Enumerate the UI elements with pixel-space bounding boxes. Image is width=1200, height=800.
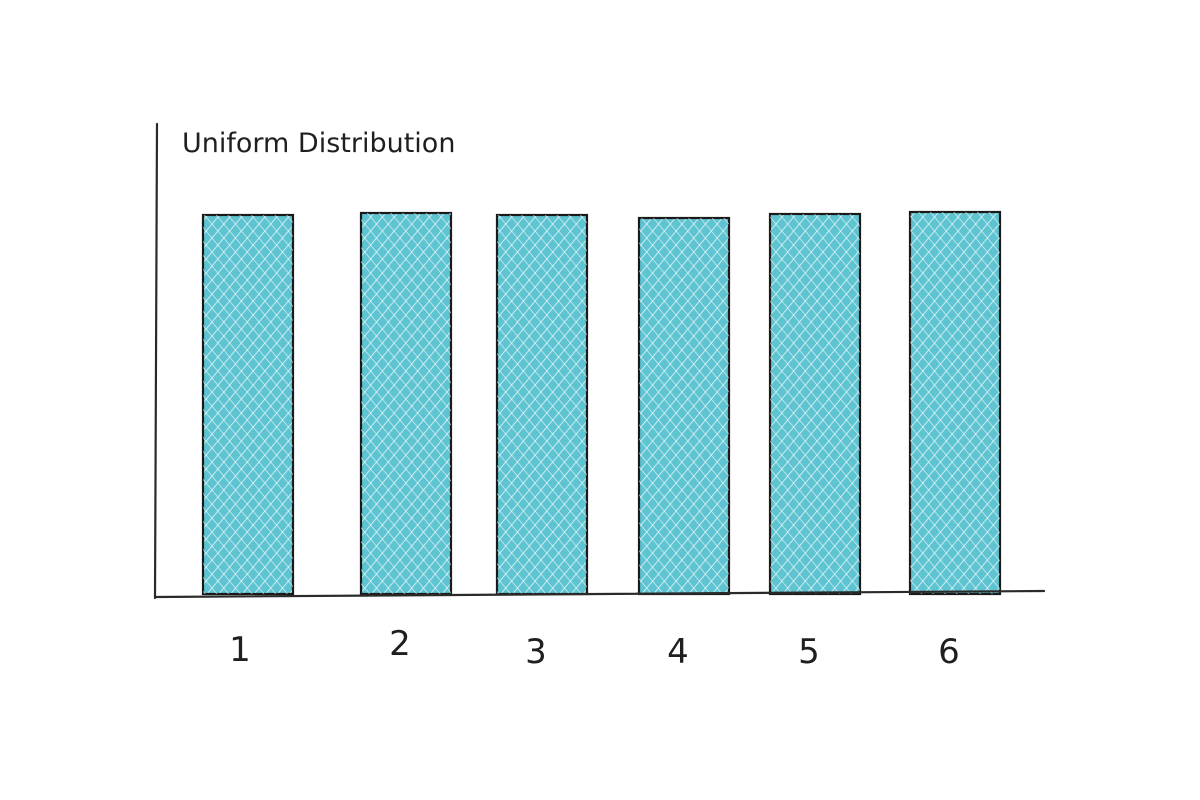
bar-crosshatch-1 <box>203 215 293 594</box>
bar-crosshatch-3 <box>497 215 587 594</box>
y-axis-line <box>153 122 159 600</box>
x-tick-label: 3 <box>525 632 547 672</box>
bar-crosshatch-6 <box>910 212 1000 594</box>
bar-3 <box>495 213 589 596</box>
bar-crosshatch-2 <box>361 213 451 594</box>
bar-5 <box>768 212 862 596</box>
bar-crosshatch-4 <box>639 218 729 594</box>
bar-2 <box>359 211 453 596</box>
bar-1 <box>201 213 295 596</box>
x-tick-labels: 1 2 3 4 5 6 <box>229 624 960 672</box>
x-tick-label: 1 <box>229 630 251 670</box>
x-axis-line <box>153 589 1046 599</box>
bar-crosshatch-5 <box>770 214 860 594</box>
x-tick-label: 5 <box>798 632 820 672</box>
bar-4 <box>637 216 731 596</box>
x-tick-label: 6 <box>938 632 960 672</box>
bar-6 <box>908 210 1002 596</box>
bars-layer <box>201 210 1002 596</box>
chart-title: Uniform Distribution <box>182 128 455 159</box>
x-tick-label: 4 <box>667 632 689 672</box>
x-tick-label: 2 <box>389 624 411 664</box>
